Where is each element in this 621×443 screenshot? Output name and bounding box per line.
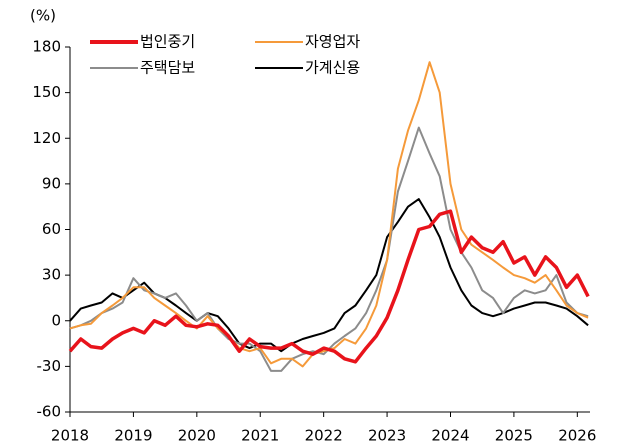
series-line	[69, 61, 589, 368]
legend-label: 법인중기	[140, 33, 195, 51]
x-tick-label: 2025	[495, 427, 533, 443]
y-tick-label: 120	[32, 129, 61, 147]
y-tick-label: -30	[37, 357, 62, 375]
x-tick-label: 2026	[558, 427, 596, 443]
x-tick-label: 2022	[305, 427, 343, 443]
x-tick-label: 2024	[431, 427, 469, 443]
y-unit-label: (%)	[30, 7, 56, 25]
series-line	[69, 126, 589, 372]
legend-label: 자영업자	[305, 33, 360, 51]
series-line	[68, 209, 590, 364]
x-tick-label: 2019	[114, 427, 152, 443]
y-tick-label: 180	[32, 38, 61, 56]
x-tick-label: 2020	[178, 427, 216, 443]
y-tick-label: -60	[37, 403, 62, 421]
x-tick-label: 2023	[368, 427, 406, 443]
legend-label: 주택담보	[140, 59, 195, 77]
x-tick-label: 2021	[241, 427, 279, 443]
y-tick-label: 90	[42, 174, 61, 192]
y-tick-label: 30	[42, 266, 61, 284]
y-tick-label: 150	[32, 83, 61, 101]
y-tick-label: 0	[51, 311, 61, 329]
x-tick-label: 2018	[51, 427, 89, 443]
legend-label: 가계신용	[305, 59, 360, 77]
y-tick-label: 60	[42, 220, 61, 238]
